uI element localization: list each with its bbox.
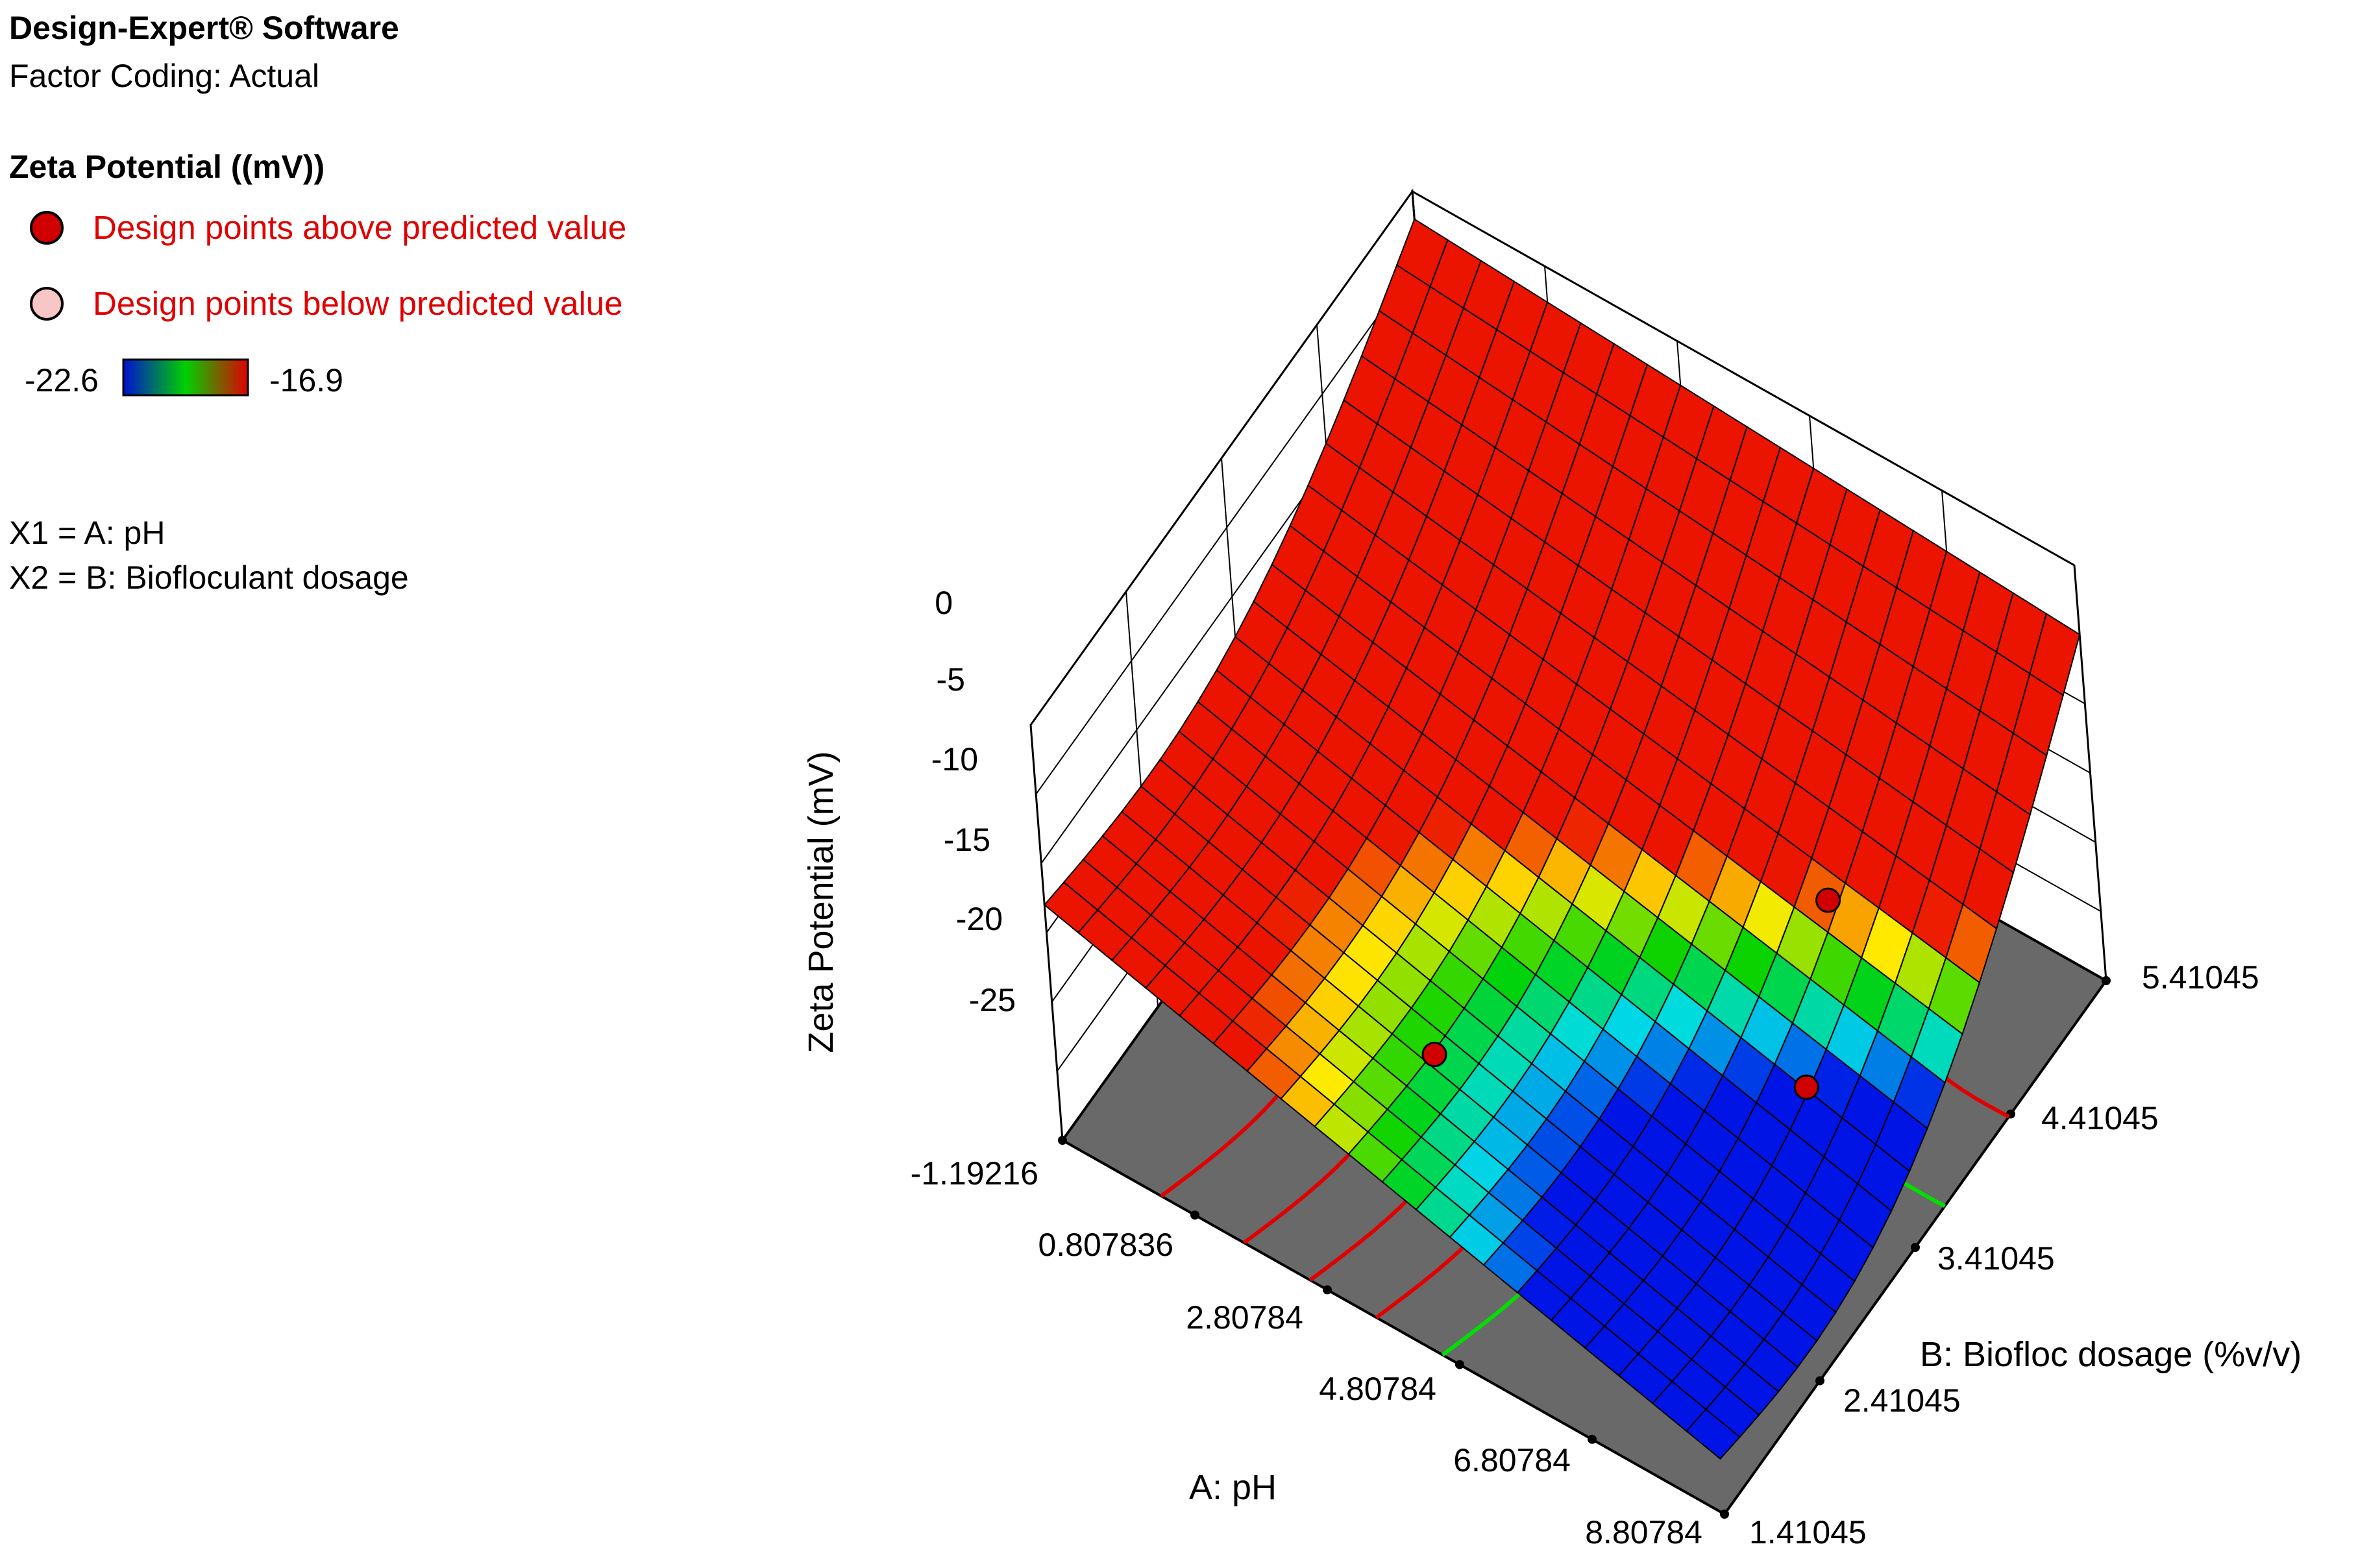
x-tick-label: 0.807836 — [1038, 1227, 1173, 1263]
x-tick-label: 4.80784 — [1319, 1371, 1436, 1407]
design-point — [1793, 1074, 1819, 1100]
x-tick-mark — [1588, 1434, 1597, 1444]
y-tick-mark — [1720, 1510, 1729, 1519]
z-axis-label: Zeta Potential (mV) — [802, 751, 841, 1053]
x-axis-ticks: -1.19216 0.807836 2.80784 4.80784 6.8078… — [911, 1155, 1702, 1550]
y-tick-label: 2.41045 — [1843, 1382, 1961, 1419]
color-scale-max: -16.9 — [269, 362, 343, 398]
y-axis-ticks: 1.41045 2.41045 3.41045 4.41045 5.41045 — [1749, 959, 2259, 1550]
x-tick-label: 6.80784 — [1453, 1442, 1571, 1478]
x-tick-mark — [1455, 1360, 1464, 1369]
design-points — [1421, 887, 1841, 1100]
x-tick-mark — [1190, 1210, 1199, 1220]
x-tick-label: 8.80784 — [1585, 1514, 1702, 1550]
legend-below-label: Design points below predicted value — [93, 285, 623, 322]
z-tick-label: -20 — [956, 901, 1003, 937]
z-tick-label: -15 — [944, 822, 990, 858]
z-axis-ticks: 0 -5 -10 -15 -20 -25 — [931, 585, 1016, 1018]
legend-above-marker — [30, 211, 64, 245]
x-tick-mark — [1058, 1136, 1067, 1145]
design-point — [1815, 887, 1841, 913]
y-tick-mark — [1815, 1376, 1824, 1386]
z-tick-label: -25 — [969, 982, 1016, 1018]
z-tick-label: 0 — [935, 585, 953, 621]
y-tick-mark — [2102, 976, 2111, 985]
y-tick-label: 4.41045 — [2041, 1100, 2159, 1136]
y-tick-label: 1.41045 — [1749, 1514, 1867, 1550]
z-tick-label: -5 — [937, 661, 965, 698]
y-axis-label: B: Biofloc dosage (%v/v) — [1920, 1335, 2301, 1374]
response-surface — [1043, 218, 2081, 1460]
surface-cell — [1685, 1408, 1741, 1460]
legend-above-label: Design points above predicted value — [93, 209, 626, 246]
x-tick-label: 2.80784 — [1186, 1299, 1303, 1336]
x-tick-label: -1.19216 — [911, 1155, 1038, 1192]
legend-title: Zeta Potential ((mV)) — [9, 149, 325, 185]
x-tick-mark — [1323, 1285, 1332, 1295]
x-axis-label: A: pH — [1189, 1468, 1277, 1507]
factor-x2-label: X2 = B: Biofloculant dosage — [9, 559, 409, 596]
factor-coding: Factor Coding: Actual — [9, 58, 319, 94]
legend-below-marker — [30, 287, 64, 321]
z-tick-label: -10 — [931, 741, 978, 778]
factor-x1-label: X1 = A: pH — [9, 515, 165, 551]
color-scale-bar — [122, 358, 249, 397]
y-tick-label: 5.41045 — [2142, 959, 2259, 996]
y-tick-mark — [1911, 1243, 1920, 1252]
design-point — [1421, 1042, 1447, 1068]
y-tick-label: 3.41045 — [1937, 1240, 2055, 1277]
app-title: Design-Expert® Software — [9, 10, 399, 46]
color-scale-min: -22.6 — [25, 362, 99, 398]
